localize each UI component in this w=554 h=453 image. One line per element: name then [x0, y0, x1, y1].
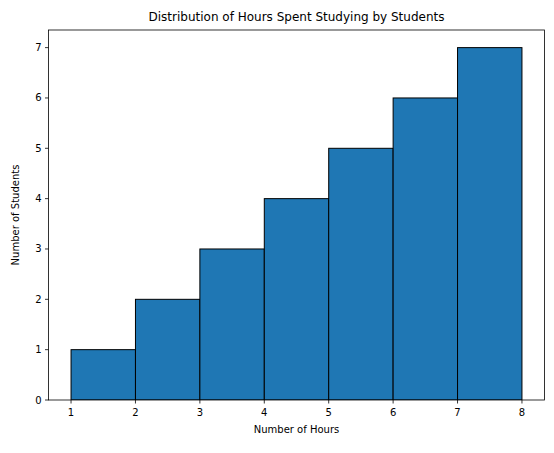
x-tick — [521, 400, 522, 404]
y-tick-label: 1 — [35, 344, 41, 355]
y-tick — [45, 198, 49, 199]
bars — [71, 48, 522, 400]
y-tick — [45, 248, 49, 249]
y-tick — [45, 299, 49, 300]
y-tick — [45, 349, 49, 350]
x-tick — [135, 400, 136, 404]
plot-frame — [49, 30, 545, 400]
x-axis: 1 2 3 4 5 6 7 8 — [68, 400, 525, 418]
y-axis: 0 1 2 3 4 5 6 7 — [35, 42, 48, 405]
y-axis-label: Number of Students — [10, 165, 21, 266]
x-tick-label: 4 — [261, 407, 267, 418]
x-tick — [199, 400, 200, 404]
x-tick-label: 7 — [454, 407, 460, 418]
histogram-bar — [71, 350, 135, 400]
y-tick — [45, 148, 49, 149]
chart-svg: 1 2 3 4 5 6 7 8 0 1 2 3 4 5 6 7 Distribution of Hours Sp… — [0, 0, 554, 453]
y-tick-label: 2 — [35, 294, 41, 305]
x-tick — [264, 400, 265, 404]
y-tick-label: 5 — [35, 143, 41, 154]
chart-container: 1 2 3 4 5 6 7 8 0 1 2 3 4 5 6 7 Distribution of Hours Sp… — [0, 0, 554, 453]
x-tick — [457, 400, 458, 404]
histogram-bar — [200, 249, 264, 400]
x-tick-label: 6 — [390, 407, 396, 418]
x-tick-label: 1 — [68, 407, 74, 418]
x-tick-label: 5 — [326, 407, 332, 418]
x-axis-label: Number of Hours — [254, 424, 339, 435]
y-tick-label: 6 — [35, 92, 41, 103]
y-tick — [45, 47, 49, 48]
y-tick-label: 0 — [35, 395, 41, 406]
y-tick — [45, 400, 49, 401]
histogram-bar — [329, 148, 393, 400]
chart-title: Distribution of Hours Spent Studying by … — [149, 10, 445, 24]
x-tick-label: 8 — [519, 407, 525, 418]
x-tick — [71, 400, 72, 404]
histogram-bar — [264, 199, 328, 400]
y-tick-label: 3 — [35, 243, 41, 254]
y-tick-label: 4 — [35, 193, 41, 204]
histogram-bar — [135, 299, 199, 400]
histogram-bar — [393, 98, 457, 400]
background — [0, 0, 554, 453]
x-tick-label: 2 — [132, 407, 138, 418]
y-tick-label: 7 — [35, 42, 41, 53]
y-tick — [45, 97, 49, 98]
x-tick — [393, 400, 394, 404]
x-tick — [328, 400, 329, 404]
histogram-bar — [458, 48, 522, 400]
x-tick-label: 3 — [197, 407, 203, 418]
